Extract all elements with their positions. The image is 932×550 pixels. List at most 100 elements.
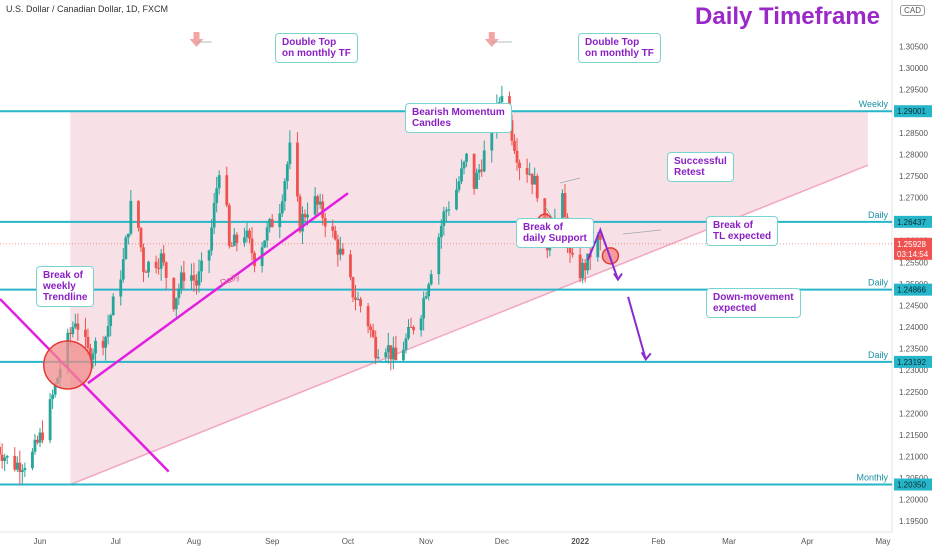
y-tick-label: 1.29500 — [899, 86, 928, 95]
candle-body — [253, 253, 256, 267]
candle-body — [197, 271, 201, 286]
candle-body — [578, 254, 582, 279]
candle-body — [583, 262, 587, 271]
candle-body — [124, 237, 128, 260]
daily-trendline — [87, 192, 349, 385]
candle-body — [598, 235, 602, 240]
candle-body — [38, 432, 42, 443]
candle-body — [119, 279, 123, 297]
level-price-tag — [894, 478, 932, 491]
candle-body — [265, 227, 269, 241]
projection-path — [586, 227, 619, 280]
candle-body — [84, 329, 87, 337]
candle-body — [177, 288, 181, 299]
candle-body — [48, 399, 52, 441]
annotation-successful-retest: Successful Retest — [667, 152, 734, 182]
projection-arrowhead — [613, 272, 623, 282]
candle-body — [533, 176, 537, 185]
candle-body — [15, 462, 19, 470]
annotation-line: on monthly TF — [282, 48, 351, 59]
annotation-bearish-momentum: Bearish Momentum Candles — [405, 103, 512, 133]
annotation-line: Retest — [674, 167, 705, 178]
candle-body — [422, 298, 426, 319]
candle-body — [371, 329, 375, 337]
annotation-line: Successful — [674, 156, 727, 167]
candle-body — [490, 123, 494, 151]
price-scale — [892, 0, 932, 550]
candle-body — [356, 298, 360, 300]
candle-body — [142, 247, 145, 272]
candle-body — [341, 248, 345, 255]
candle-body — [407, 326, 410, 339]
candle-body — [230, 245, 234, 247]
candle-body — [568, 246, 572, 253]
level-price-tag-text: 1.26437 — [897, 218, 926, 227]
candle-body — [354, 297, 357, 300]
candle-body — [192, 275, 196, 281]
current-price-tag — [894, 237, 932, 260]
candle-body — [212, 203, 216, 228]
candle-body — [301, 213, 304, 232]
candle-body — [596, 235, 600, 258]
candle-body — [586, 253, 590, 271]
candle-body — [182, 272, 186, 281]
candle-body — [91, 353, 95, 360]
annotation-line: Down-movement — [713, 292, 794, 303]
candle-body — [336, 239, 340, 255]
candle-body — [139, 227, 143, 248]
candle-body — [285, 164, 289, 182]
candle-body — [280, 201, 284, 214]
candle-body — [20, 470, 24, 472]
annotation-line: Trendline — [43, 292, 88, 303]
annotation-double-top-2: Double Top on monthly TF — [578, 33, 661, 63]
candle-body — [442, 211, 446, 226]
candle-body — [73, 323, 77, 328]
level-label: Daily — [868, 210, 889, 220]
channel-area — [70, 111, 868, 485]
candle-body — [424, 296, 428, 299]
candle-body — [497, 102, 501, 104]
candle-body — [530, 173, 534, 185]
x-tick-label: 2022 — [571, 537, 589, 546]
candle-body — [137, 200, 140, 228]
y-tick-label: 1.25500 — [899, 258, 928, 267]
annotation-line: expected — [713, 303, 757, 314]
candle-body — [581, 262, 585, 279]
annotation-line: Double Top — [585, 37, 640, 48]
candle-body — [419, 318, 423, 331]
candle-body — [200, 260, 203, 272]
y-tick-label: 1.22000 — [899, 409, 928, 418]
y-tick-label: 1.24000 — [899, 323, 928, 332]
down-move-path — [627, 296, 647, 360]
level-price-tag — [894, 105, 932, 118]
candle-body — [429, 274, 433, 285]
candle-body — [333, 230, 337, 240]
candle-body — [215, 188, 219, 204]
y-tick-label: 1.28000 — [899, 150, 928, 159]
candle-body — [129, 200, 133, 234]
candle-body — [250, 238, 254, 254]
candle-body — [513, 140, 516, 151]
x-tick-label: Sep — [265, 537, 280, 546]
candle-body — [0, 454, 4, 461]
candle-body — [460, 168, 463, 182]
candle-body — [195, 280, 198, 286]
annotation-line: on monthly TF — [585, 48, 654, 59]
candle-body — [404, 338, 408, 350]
annotation-double-top-1: Double Top on monthly TF — [275, 33, 358, 63]
candle-body — [389, 345, 393, 360]
level-price-tag-text: 1.23192 — [897, 358, 926, 367]
candle-body — [174, 298, 178, 310]
candle-body — [482, 150, 486, 172]
candle-body — [518, 162, 521, 168]
down-move-arrowhead — [640, 351, 652, 362]
candle-body — [94, 340, 97, 354]
y-tick-label: 1.27500 — [899, 172, 928, 181]
candle-body — [288, 142, 292, 165]
annotation-line: Double Top — [282, 37, 337, 48]
annotation-line: Break of — [43, 270, 84, 281]
currency-badge[interactable]: CAD — [900, 5, 925, 16]
level-price-tag-text: 1.20350 — [897, 481, 926, 490]
candle-body — [561, 193, 564, 218]
